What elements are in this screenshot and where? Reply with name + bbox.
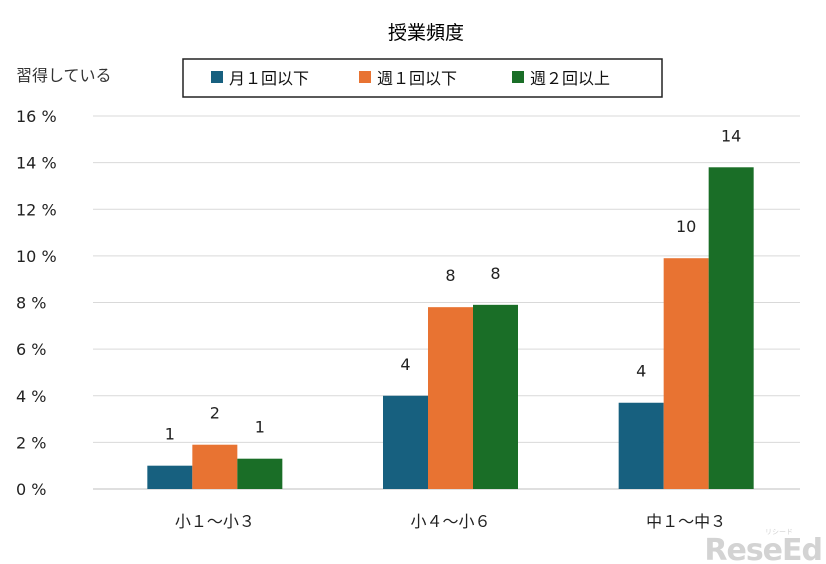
bar [237, 458, 283, 489]
bar [147, 465, 193, 489]
y-tick-label: 16 % [16, 107, 57, 126]
bars [147, 167, 754, 489]
watermark-logo: リシード ReseEd [704, 528, 823, 564]
data-label: 1 [165, 425, 175, 444]
legend: 月１回以下 週１回以下 週２回以上 [182, 58, 663, 98]
data-label: 4 [636, 362, 646, 381]
legend-entry: 週１回以下 [377, 69, 457, 88]
y-tick-label: 4 % [16, 387, 46, 406]
legend-swatch [512, 71, 524, 83]
y-tick-label: 0 % [16, 480, 46, 499]
legend-entry: 月１回以下 [229, 69, 309, 88]
bar [473, 304, 518, 489]
watermark-logo-text: ReseEd [704, 533, 822, 564]
y-tick-label: 8 % [16, 294, 46, 313]
watermark-small-text: リシード [765, 528, 793, 536]
y-tick-label: 10 % [16, 247, 57, 266]
y-tick-label: 6 % [16, 340, 46, 359]
y-axis-ticks: 0 % 2 % 4 % 6 % 8 % 10 % 12 % 14 % 16 % [16, 107, 57, 499]
legend-box [182, 58, 663, 98]
chart-title: 授業頻度 [388, 22, 464, 44]
gridlines [93, 115, 800, 490]
legend-swatch [211, 71, 223, 83]
x-category-label: 小４～小６ [410, 512, 490, 531]
data-label: 1 [255, 418, 265, 437]
y-tick-label: 12 % [16, 200, 57, 219]
data-label: 14 [721, 126, 741, 145]
x-category-label: 中１～中３ [646, 512, 726, 531]
y-tick-label: 14 % [16, 154, 57, 173]
data-label: 10 [676, 217, 696, 236]
data-label: 2 [210, 404, 220, 423]
bar [663, 258, 709, 489]
y-axis-label: 習得している [16, 66, 112, 85]
data-label: 4 [400, 355, 410, 374]
x-axis-categories: 小１～小３ 小４～小６ 中１～中３ [175, 512, 726, 531]
bar [618, 402, 664, 489]
data-label: 8 [445, 266, 455, 285]
bar [383, 395, 428, 489]
x-category-label: 小１～小３ [175, 512, 255, 531]
data-label: 8 [490, 264, 500, 283]
y-tick-label: 2 % [16, 433, 46, 452]
bar [428, 307, 473, 489]
bar [192, 444, 238, 489]
legend-swatch [359, 71, 371, 83]
bar [708, 167, 754, 489]
legend-entry: 週２回以上 [530, 69, 610, 88]
